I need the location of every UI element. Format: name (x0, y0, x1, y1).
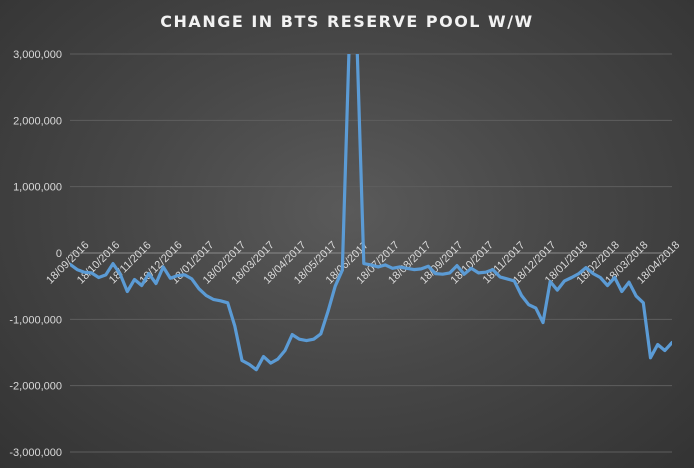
y-tick-label: -1,000,000 (9, 314, 62, 326)
y-tick-label: 1,000,000 (13, 182, 62, 194)
y-tick-label: 3,000,000 (13, 49, 62, 61)
y-axis-ticks: 3,000,000 2,000,000 1,000,000 0 -1,000,000 -2… (9, 49, 62, 459)
chart-title: CHANGE IN BTS RESERVE POOL W/W (160, 12, 534, 31)
gridlines (70, 53, 672, 453)
series-group (70, 54, 672, 372)
y-tick-label: 2,000,000 (13, 115, 62, 127)
series-line (70, 54, 672, 372)
y-tick-label: 0 (56, 248, 62, 260)
y-tick-label: -2,000,000 (9, 381, 62, 393)
y-tick-label: -3,000,000 (9, 447, 62, 459)
